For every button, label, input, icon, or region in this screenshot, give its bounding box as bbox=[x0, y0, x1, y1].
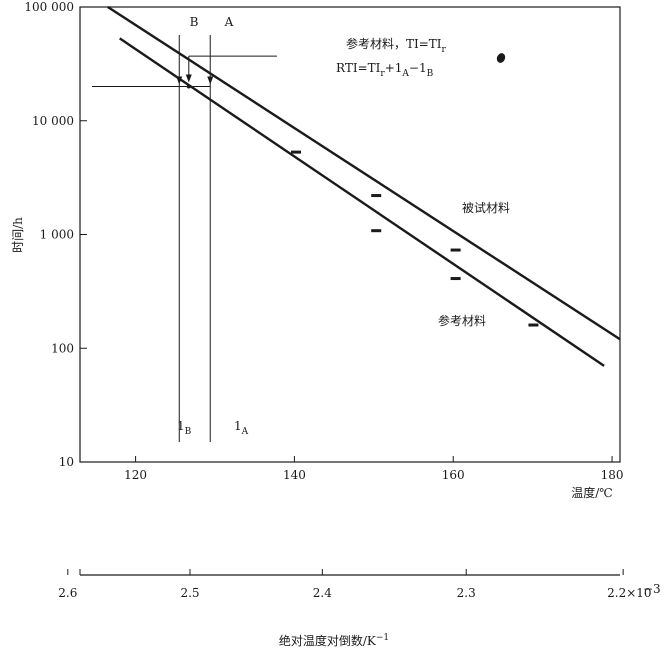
label-b: B bbox=[190, 15, 199, 29]
series-lines bbox=[107, 5, 621, 367]
label-lb-main: 1 bbox=[177, 419, 185, 433]
series-line-reference-material bbox=[119, 37, 605, 367]
arrow-bracket-icon bbox=[185, 74, 192, 83]
ref-annotation-sub: r bbox=[442, 45, 447, 55]
y-tick-label: 10 bbox=[59, 455, 74, 469]
ink-mark bbox=[496, 53, 506, 63]
rti-sub1: r bbox=[380, 69, 385, 79]
rti-part3: −1 bbox=[409, 61, 427, 75]
label-la-sub: A bbox=[241, 427, 249, 437]
secondary-tick-label: 2.5 bbox=[180, 586, 199, 600]
label-a: A bbox=[224, 15, 234, 29]
series-label-test-material: 被试材料 bbox=[462, 200, 510, 215]
rti-formula: RTI=TIr+1A−1B bbox=[336, 61, 434, 79]
label-lb-sub: B bbox=[185, 427, 192, 437]
label-lb: 1B bbox=[177, 419, 192, 437]
series-line-test-material bbox=[107, 5, 621, 341]
secondary-axis-title-sup: −1 bbox=[376, 633, 389, 643]
rti-part2: +1 bbox=[385, 61, 403, 75]
x-tick-label: 120 bbox=[124, 468, 147, 482]
label-la: 1A bbox=[234, 419, 249, 437]
rti-sub3: B bbox=[427, 69, 434, 79]
arrow-a-icon bbox=[207, 76, 214, 85]
x-axis: 120 140 160 180 bbox=[124, 456, 624, 482]
secondary-tick-label: 2.2×10 bbox=[607, 586, 651, 600]
x-axis-title: 温度/℃ bbox=[571, 485, 612, 500]
label-la-main: 1 bbox=[234, 419, 242, 433]
ref-annotation-line1: 参考材料，TI=TIr bbox=[346, 36, 447, 55]
secondary-tick-label: 2.4 bbox=[313, 586, 332, 600]
plot-frame bbox=[79, 6, 621, 463]
y-tick-label: 100 bbox=[51, 341, 74, 355]
rti-part1: RTI=TI bbox=[336, 61, 381, 75]
data-markers bbox=[291, 150, 539, 327]
x-tick-label: 160 bbox=[442, 468, 465, 482]
secondary-axis-exponent: −3 bbox=[643, 582, 661, 596]
y-axis-title: 时间/h bbox=[11, 217, 25, 253]
secondary-axis-title-main: 绝对温度对倒数/K bbox=[279, 633, 377, 648]
rti-sub2: A bbox=[401, 69, 409, 79]
guide-lines bbox=[91, 35, 277, 442]
secondary-tick-label: 2.3 bbox=[457, 586, 476, 600]
y-tick-label: 1 000 bbox=[40, 228, 74, 242]
secondary-tick-label: 2.6 bbox=[58, 586, 77, 600]
ref-annotation-main: 参考材料，TI=TI bbox=[346, 36, 442, 51]
series-label-reference-material: 参考材料 bbox=[438, 313, 486, 328]
y-tick-label: 10 000 bbox=[32, 114, 74, 128]
secondary-axis: 2.6 2.5 2.4 2.3 2.2×10 bbox=[58, 569, 652, 600]
x-tick-label: 180 bbox=[601, 468, 624, 482]
secondary-axis-title: 绝对温度对倒数/K−1 bbox=[279, 633, 389, 648]
y-tick-label: 100 000 bbox=[24, 0, 74, 14]
x-tick-label: 140 bbox=[283, 468, 306, 482]
y-axis: 10 100 1 000 10 000 100 000 bbox=[24, 0, 87, 469]
